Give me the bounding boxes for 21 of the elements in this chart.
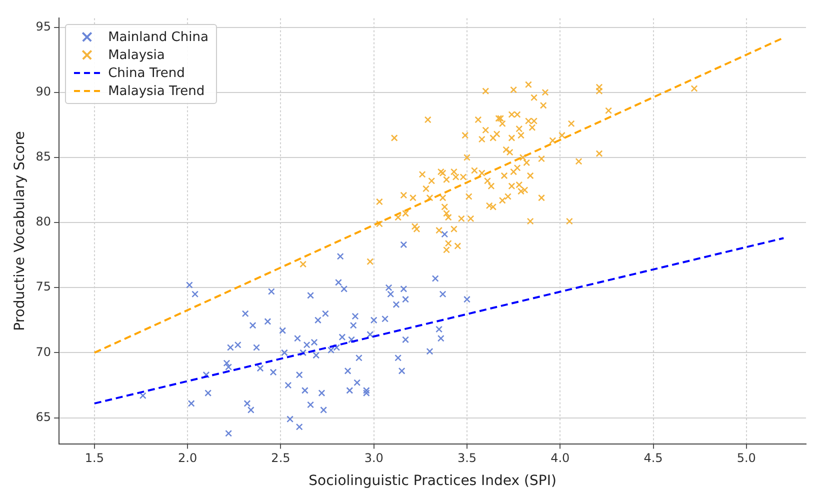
x-tick-label: 3.0 <box>364 451 384 466</box>
x-tick-label: 2.0 <box>178 451 198 466</box>
x-tick-label: 1.5 <box>84 451 104 466</box>
y-tick-label: 75 <box>36 280 52 294</box>
x-tick-label: 3.5 <box>457 451 477 466</box>
legend-label: Malaysia <box>108 48 165 63</box>
legend-label: Mainland China <box>108 30 208 45</box>
x-tick-label: 5.0 <box>736 451 756 466</box>
y-axis-title: Productive Vocabulary Score <box>12 131 28 331</box>
y-tick-label: 95 <box>36 19 52 34</box>
y-tick-label: 70 <box>36 344 52 359</box>
y-tick-label: 80 <box>36 214 52 229</box>
x-axis-title: Sociolinguistic Practices Index (SPI) <box>308 473 556 490</box>
y-tick-label: 65 <box>36 410 52 424</box>
legend-label: Malaysia Trend <box>108 84 205 99</box>
x-tick-label: 4.5 <box>644 451 663 466</box>
x-tick-label: 2.5 <box>271 451 290 466</box>
y-tick-label: 85 <box>36 150 52 164</box>
x-tick-label: 4.0 <box>550 451 570 466</box>
legend-label: China Trend <box>108 66 185 81</box>
y-tick-label: 90 <box>36 84 52 99</box>
